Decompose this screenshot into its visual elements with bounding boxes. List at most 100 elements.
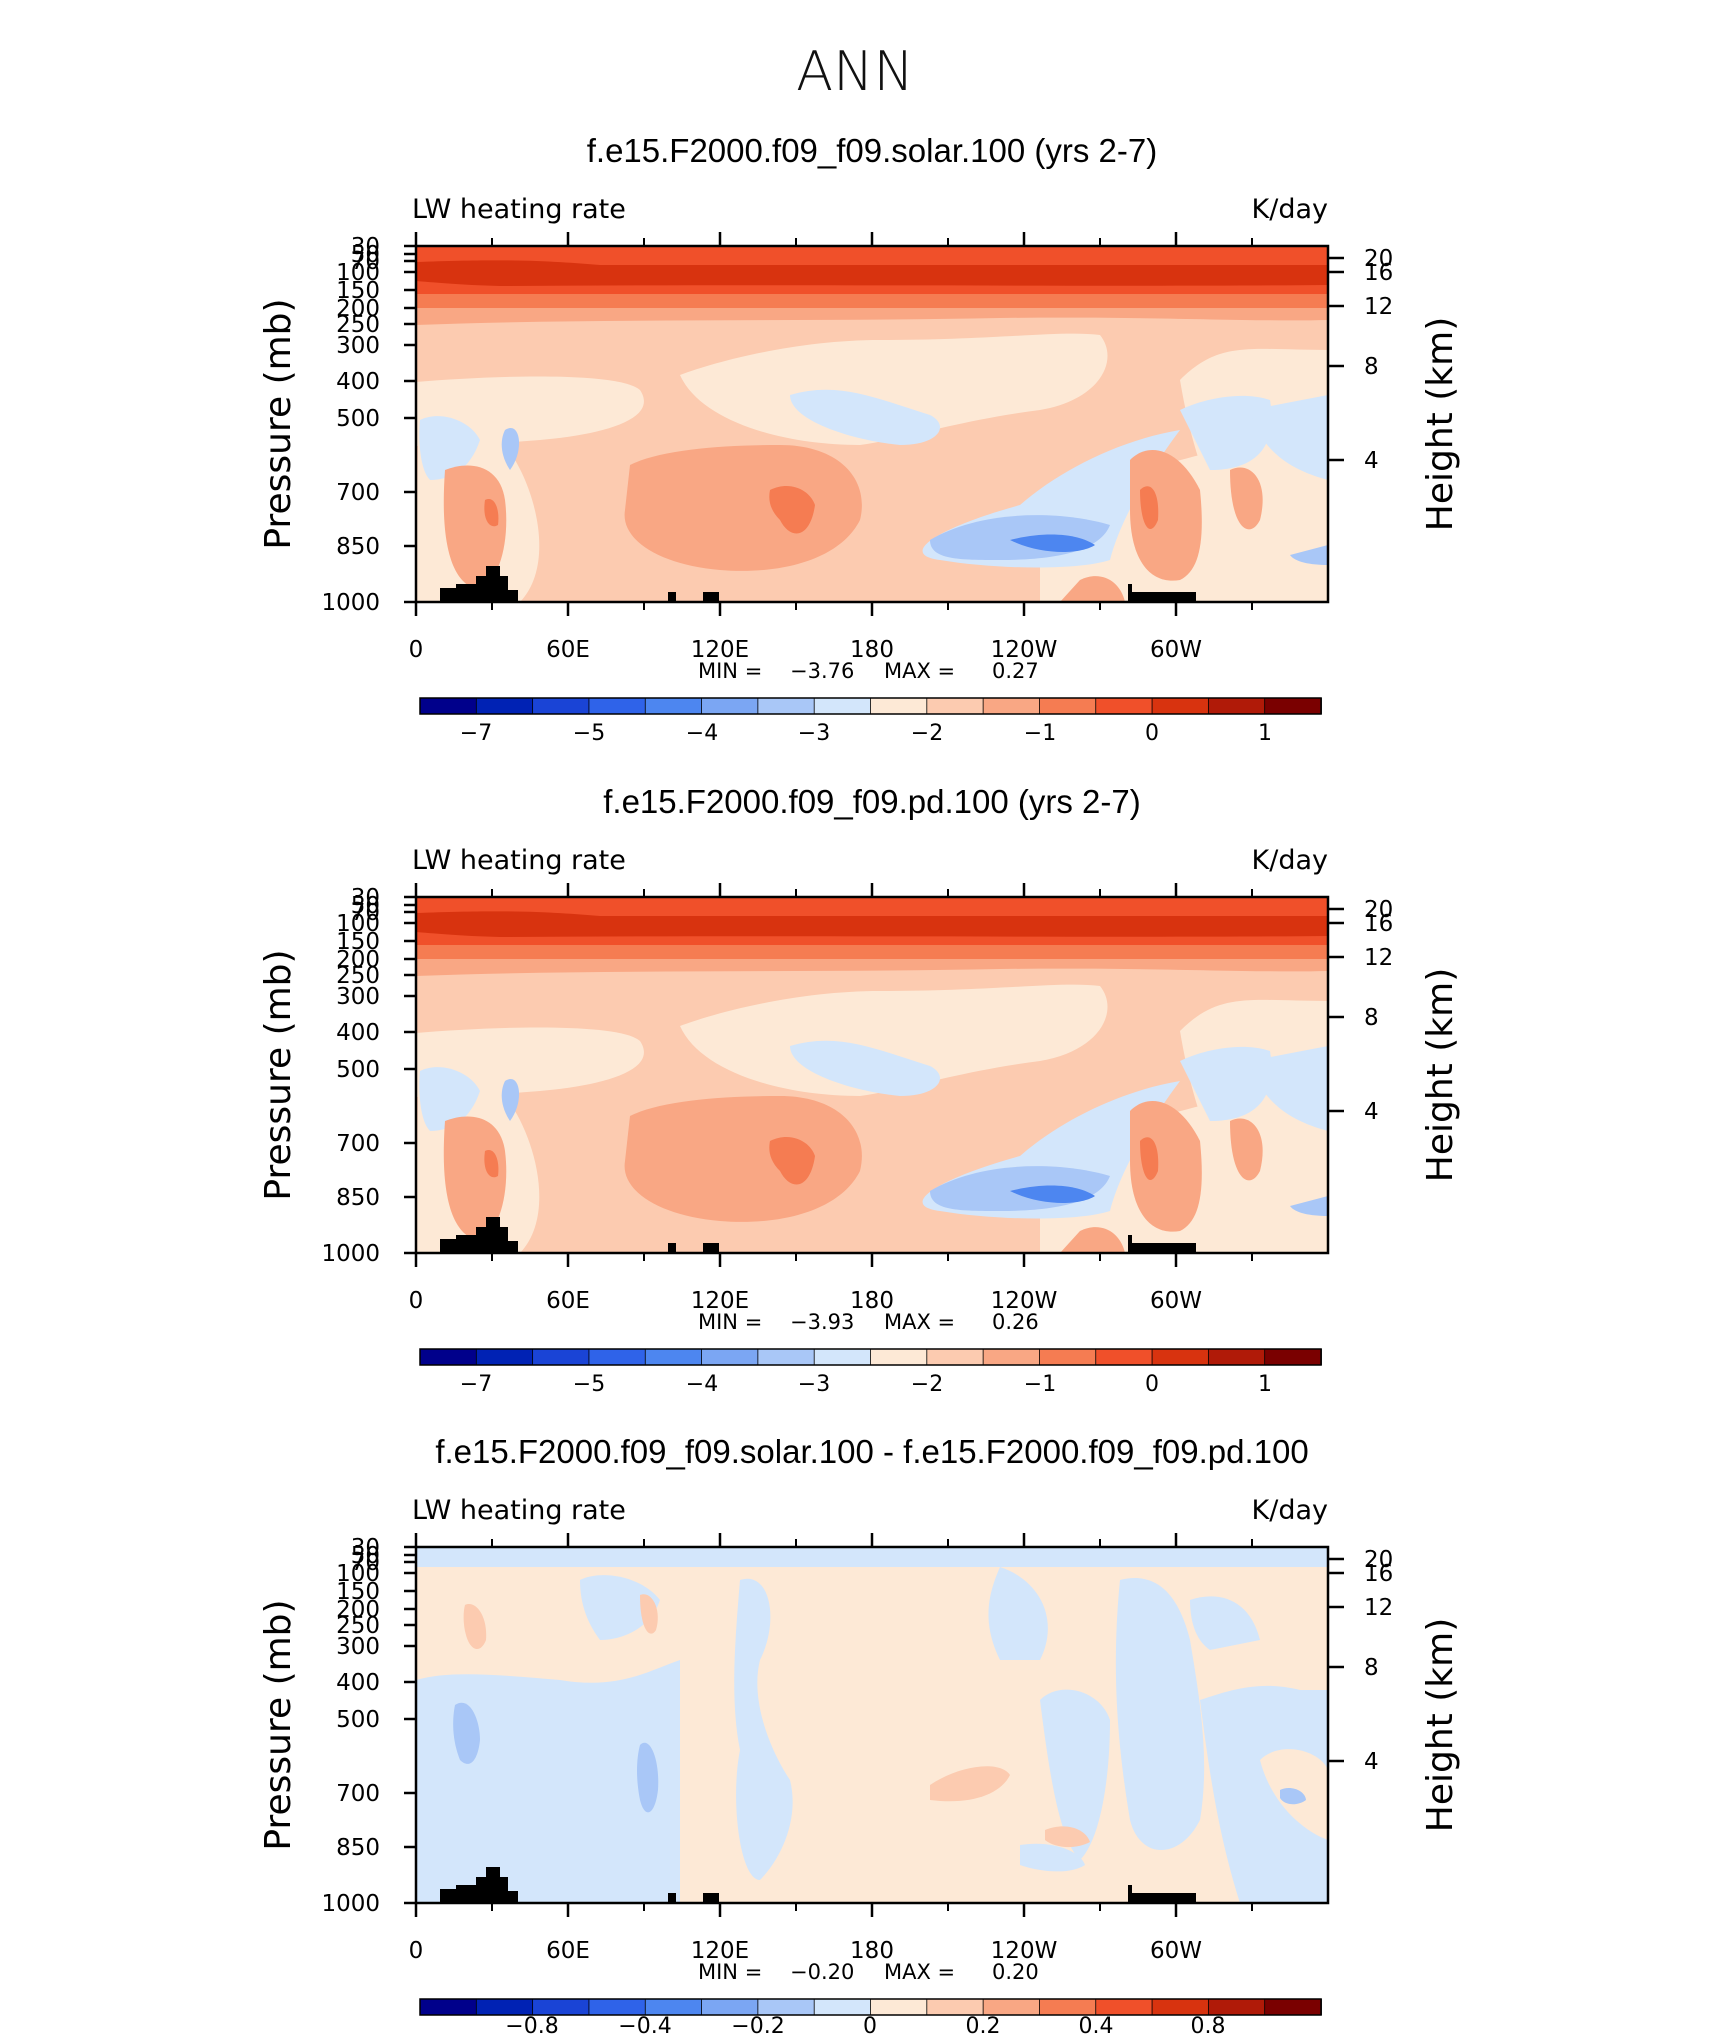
x-axis-ticks [414, 1533, 1178, 1917]
x-axis-minor-ticks [491, 889, 1253, 1261]
y-axis-ticks [404, 244, 416, 604]
y-tick-label: 100 [336, 260, 380, 286]
colorbar-label: 1 [1258, 1372, 1272, 1397]
y2-tick-label: 16 [1364, 260, 1393, 286]
contour-field [416, 897, 1328, 1253]
colorbar-label: 0.4 [1079, 2014, 1114, 2038]
colorbar-cell [1264, 1348, 1322, 1366]
min-value: −3.76 [790, 659, 854, 683]
colorbar-cell [982, 697, 1041, 715]
colorbar-cell [475, 697, 534, 715]
x-axis-ticks [414, 232, 1178, 616]
chart-title: f.e15.F2000.f09_f09.pd.100 (yrs 2-7) [603, 783, 1141, 820]
colorbar: −0.8 −0.4 −0.2 0 0.2 0.4 0.8 [419, 1998, 1322, 2038]
colorbar-label: 0.2 [966, 2014, 1001, 2038]
colorbar-cell [1039, 1348, 1097, 1366]
colorbar-label: 0 [863, 2014, 877, 2038]
y2-tick-label: 8 [1364, 1005, 1379, 1031]
y-tick-label: 1000 [321, 1241, 380, 1267]
y2-tick-label: 20 [1364, 897, 1393, 923]
colorbar-cell [475, 1998, 534, 2016]
y-tick-label: 200 [336, 1597, 380, 1623]
y-tick-label: 150 [336, 929, 380, 955]
max-label: MAX = [884, 1310, 955, 1334]
y-tick-label: 250 [336, 1613, 380, 1639]
y2-axis-ticks [1328, 1557, 1344, 1763]
colorbar-cell [813, 1998, 872, 2016]
y-tick-label: 300 [336, 984, 380, 1010]
x-tick-label: 60W [1150, 637, 1202, 663]
y-tick-label: 30 [351, 885, 380, 911]
colorbar-label: 0 [1145, 721, 1159, 746]
max-value: 0.26 [992, 1310, 1039, 1334]
x-axis-minor-ticks [491, 1539, 1253, 1911]
y-tick-label: 200 [336, 947, 380, 973]
y2-tick-label: 16 [1364, 911, 1393, 937]
chart-panel-difference: f.e15.F2000.f09_f09.solar.100 - f.e15.F2… [258, 1433, 1461, 2038]
x-tick-label: 60E [546, 1938, 590, 1964]
x-axis-labels: 0 60E 120E 180 120W 60W [409, 1288, 1202, 1314]
variable-label: LW heating rate [412, 194, 626, 225]
x-tick-label: 60W [1150, 1938, 1202, 1964]
colorbar-label: 0.8 [1191, 2014, 1226, 2038]
x-tick-label: 60E [546, 637, 590, 663]
y-tick-label: 400 [336, 1670, 380, 1696]
colorbar-cell [982, 1348, 1041, 1366]
y2-axis-title: Height (km) [1420, 968, 1461, 1182]
units-label: K/day [1252, 845, 1328, 876]
colorbar-label: −1 [1024, 721, 1056, 746]
chart-title: f.e15.F2000.f09_f09.solar.100 - f.e15.F2… [435, 1433, 1308, 1470]
min-label: MIN = [698, 659, 762, 683]
x-tick-label: 60E [546, 1288, 590, 1314]
y-tick-label: 1000 [321, 1891, 380, 1917]
y-tick-label: 30 [351, 234, 380, 260]
y-tick-label: 100 [336, 911, 380, 937]
colorbar-cell [701, 697, 759, 715]
colorbar-cells [419, 1348, 1322, 1366]
colorbar-cell [1095, 1348, 1153, 1366]
x-tick-label: 120E [691, 1938, 749, 1964]
x-tick-label: 0 [409, 637, 424, 663]
colorbar-label: 1 [1258, 721, 1272, 746]
y2-tick-label: 8 [1364, 354, 1379, 380]
colorbar-label: −3 [798, 721, 830, 746]
y-tick-label: 200 [336, 296, 380, 322]
colorbar-cell [532, 1998, 590, 2016]
y-tick-label: 1000 [321, 590, 380, 616]
colorbar-cell [588, 1348, 647, 1366]
colorbar-cell [532, 697, 590, 715]
colorbar-cell [475, 1348, 534, 1366]
y-tick-label: 250 [336, 312, 380, 338]
variable-label: LW heating rate [412, 845, 626, 876]
max-value: 0.27 [992, 659, 1039, 683]
colorbar-label: −5 [573, 1372, 605, 1397]
y-tick-label: 50 [351, 1543, 380, 1569]
min-value: −3.93 [790, 1310, 854, 1334]
y-tick-label: 100 [336, 1561, 380, 1587]
y-tick-label: 300 [336, 1634, 380, 1660]
min-max-readout: MIN = −3.76 MAX = 0.27 [698, 659, 1039, 683]
colorbar-label: −7 [460, 721, 492, 746]
colorbar-cell [1095, 1998, 1153, 2016]
colorbar: −7 −5 −4 −3 −2 −1 0 1 [419, 1348, 1322, 1397]
contour-field [416, 1547, 1328, 1903]
colorbar-cell [532, 1348, 590, 1366]
colorbar-cell [1151, 1998, 1210, 2016]
colorbar-cell [870, 1998, 928, 2016]
colorbar-cell [757, 1348, 816, 1366]
y-tick-label: 400 [336, 1020, 380, 1046]
x-tick-label: 120W [991, 1288, 1058, 1314]
chart-title: f.e15.F2000.f09_f09.solar.100 (yrs 2-7) [587, 132, 1158, 169]
y2-tick-label: 12 [1364, 294, 1393, 320]
y2-tick-label: 4 [1364, 448, 1379, 474]
colorbar-cell [926, 697, 985, 715]
y-tick-label: 700 [336, 1131, 380, 1157]
y2-axis-ticks [1328, 256, 1344, 462]
x-tick-label: 180 [850, 1288, 894, 1314]
y-axis-title: Pressure (mb) [258, 1599, 299, 1850]
y-tick-label: 850 [336, 1835, 380, 1861]
